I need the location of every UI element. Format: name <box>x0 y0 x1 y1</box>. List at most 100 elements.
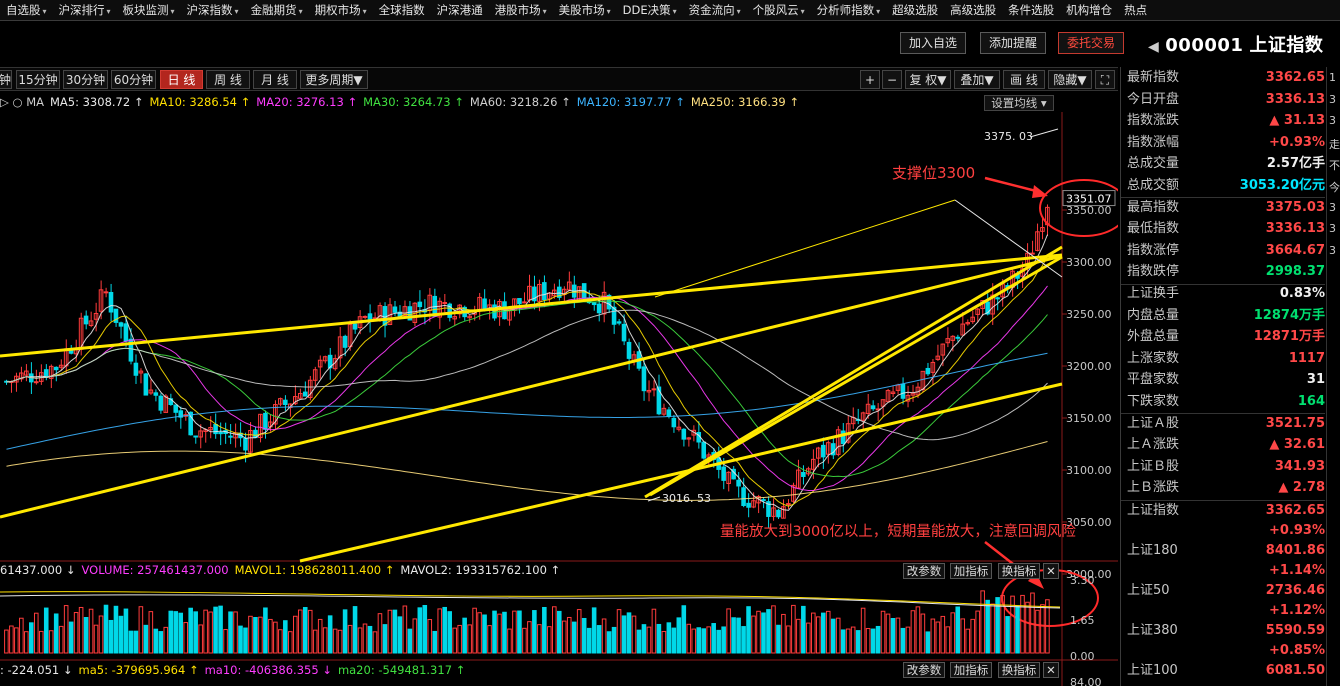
quote-value: 3336.13 <box>1265 221 1325 237</box>
candle-body <box>392 306 398 313</box>
nav-item-18[interactable]: 热点 <box>1118 0 1153 20</box>
candle-body <box>307 379 313 398</box>
nav-item-2[interactable]: 板块监测 ▾ <box>117 0 181 20</box>
candle-body <box>93 312 99 320</box>
fuquan-dropdown[interactable]: 复 权▼ <box>905 70 951 89</box>
nav-item-1[interactable]: 沪深排行 ▾ <box>53 0 117 20</box>
add-to-watchlist-button[interactable]: 加入自选 <box>900 32 966 54</box>
support-arrow <box>984 176 1041 194</box>
volume-bar <box>1015 605 1020 654</box>
quote-label: 上Ａ涨跌 <box>1127 437 1180 453</box>
related-index-row[interactable]: 上证50 2736.46 <box>1127 580 1325 601</box>
volume-switch-indicator-button[interactable]: 换指标 <box>998 563 1040 579</box>
volume-bar <box>542 606 547 654</box>
candle-body <box>1035 231 1040 251</box>
nav-item-13[interactable]: 分析师指数 ▾ <box>811 0 887 20</box>
volume-bar <box>347 624 353 654</box>
tab-30min[interactable]: 30分钟 <box>63 70 108 89</box>
volume-bar <box>412 618 418 654</box>
draw-line-button[interactable]: 画 线 <box>1003 70 1045 89</box>
candle-body <box>801 471 806 477</box>
nav-item-4[interactable]: 金融期货 ▾ <box>245 0 309 20</box>
overlay-dropdown[interactable]: 叠加▼ <box>954 70 1000 89</box>
nav-item-16[interactable]: 条件选股 <box>1002 0 1060 20</box>
candle-body <box>317 359 323 368</box>
indicator-close-icon[interactable]: ✕ <box>1043 662 1059 678</box>
candle-body <box>218 431 223 435</box>
nav-item-15[interactable]: 高级选股 <box>944 0 1002 20</box>
nav-item-8[interactable]: 港股市场 ▾ <box>489 0 553 20</box>
nav-item-label: 美股市场 <box>558 3 605 17</box>
volume-bar <box>228 611 233 654</box>
nav-item-3[interactable]: 沪深指数 ▾ <box>181 0 245 20</box>
candle-body <box>955 336 961 339</box>
indicator-add-button[interactable]: 加指标 <box>950 662 992 678</box>
related-index-row[interactable]: 上证380 5590.59 <box>1127 620 1325 641</box>
related-index-value: 5590.59 <box>1265 623 1325 638</box>
volume-bar <box>686 623 692 654</box>
add-alert-button[interactable]: 添加提醒 <box>980 32 1046 54</box>
fullscreen-icon[interactable]: ⛶ <box>1095 70 1115 89</box>
zoom-in-button[interactable]: + <box>860 70 880 89</box>
volume-close-icon[interactable]: ✕ <box>1043 563 1059 579</box>
volume-bar <box>641 624 647 654</box>
quote-row: 上涨家数 1117 <box>1127 348 1325 369</box>
volume-add-indicator-button[interactable]: 加指标 <box>950 563 992 579</box>
nav-item-17[interactable]: 机构增仓 <box>1060 0 1118 20</box>
candle-body <box>417 301 423 308</box>
volume-bar <box>791 604 796 654</box>
nav-item-6[interactable]: 全球指数 <box>373 0 431 20</box>
tab-15min[interactable]: 15分钟 <box>16 70 60 89</box>
candle-body <box>467 315 472 319</box>
candle-body <box>656 386 662 415</box>
nav-item-14[interactable]: 超级选股 <box>886 0 944 20</box>
nav-item-label: 金融期货 <box>250 3 297 17</box>
related-index-row[interactable]: 上证100 6081.50 <box>1127 660 1325 681</box>
volume-bar <box>537 624 542 654</box>
volume-bar <box>517 610 522 654</box>
hide-dropdown[interactable]: 隐藏▼ <box>1048 70 1092 89</box>
price-tick-label: 3050.00 <box>1066 516 1112 529</box>
kline-chart[interactable]: 3350.00 3300.00 3250.00 3200.00 3150.00 3100.… <box>0 112 1118 686</box>
volume-bar <box>691 628 697 654</box>
volume-bar <box>581 617 587 654</box>
nav-item-0[interactable]: 自选股 ▾ <box>0 0 53 20</box>
indicator-switch-button[interactable]: 换指标 <box>998 662 1040 678</box>
related-index-row[interactable]: 上证指数 3362.65 <box>1127 500 1325 521</box>
zoom-out-button[interactable]: − <box>882 70 902 89</box>
chevron-down-icon: ▾ <box>106 7 111 16</box>
indicator-params-button[interactable]: 改参数 <box>903 662 945 678</box>
nav-item-9[interactable]: 美股市场 ▾ <box>553 0 617 20</box>
edge-glyph: 3 <box>1329 222 1336 236</box>
tab-60min[interactable]: 60分钟 <box>111 70 156 89</box>
tab-weekly[interactable]: 周 线 <box>206 70 250 89</box>
candle-body <box>517 298 522 305</box>
nav-item-5[interactable]: 期权市场 ▾ <box>309 0 373 20</box>
candle-body <box>447 303 452 318</box>
ma-settings-button[interactable]: 设置均线 ▾ <box>984 95 1054 111</box>
nav-item-11[interactable]: 资金流向 ▾ <box>683 0 747 20</box>
nav-item-7[interactable]: 沪深港通 <box>431 0 489 20</box>
quote-label: 指数跌停 <box>1127 264 1180 280</box>
tab-monthly[interactable]: 月 线 <box>253 70 297 89</box>
delegate-trade-button[interactable]: 委托交易 <box>1058 32 1124 54</box>
volume-bar <box>158 631 164 654</box>
quote-value: 2.57亿手 <box>1266 156 1325 172</box>
volume-bar <box>561 620 567 654</box>
volume-bar <box>352 606 358 654</box>
tab-1min[interactable]: 钟 <box>0 70 12 89</box>
volume-params-button[interactable]: 改参数 <box>903 563 945 579</box>
candle-body <box>751 500 756 508</box>
tab-daily[interactable]: 日 线 <box>160 70 203 89</box>
candle-body <box>870 405 876 410</box>
price-tick-label: 3150.00 <box>1066 412 1112 425</box>
nav-item-10[interactable]: DDE决策 ▾ <box>617 0 683 20</box>
period-toolbar: 钟 15分钟 30分钟 60分钟 日 线 周 线 月 线 更多周期▼ + − 复… <box>0 67 1118 91</box>
related-index-row[interactable]: 上证180 8401.86 <box>1127 540 1325 561</box>
edge-glyph: 不 <box>1329 159 1340 173</box>
nav-item-12[interactable]: 个股风云 ▾ <box>747 0 811 20</box>
volume-bar <box>771 605 776 654</box>
more-periods-dropdown[interactable]: 更多周期▼ <box>300 70 368 89</box>
divider <box>1121 197 1325 199</box>
collapse-arrow-icon[interactable]: ◀ <box>1148 39 1160 55</box>
